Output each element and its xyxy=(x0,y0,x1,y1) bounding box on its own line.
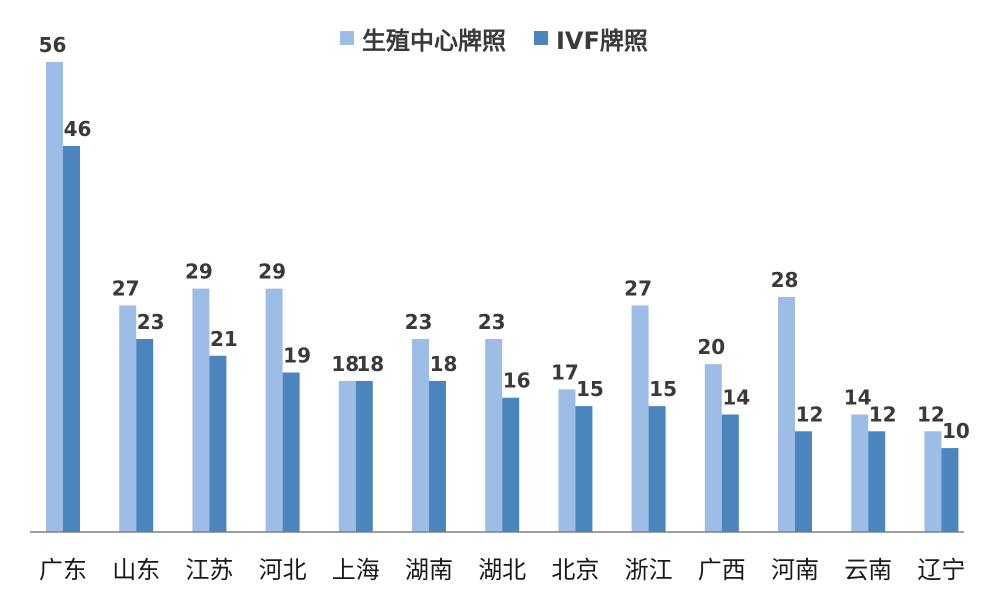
category-label-1: 广东 xyxy=(39,556,87,584)
bar-series-1-11 xyxy=(778,297,795,532)
data-label-series-2-11: 12 xyxy=(796,402,824,426)
category-label-8: 北京 xyxy=(551,556,599,584)
data-label-series-1-7: 23 xyxy=(478,310,506,334)
legend-item-series-1: 生殖中心牌照 xyxy=(340,21,506,56)
data-label-series-2-8: 15 xyxy=(576,377,604,401)
data-label-series-2-13: 10 xyxy=(942,419,970,443)
category-label-11: 河南 xyxy=(771,556,819,584)
bar-series-1-2 xyxy=(119,305,137,532)
bar-series-2-4 xyxy=(282,372,300,532)
category-label-7: 湖北 xyxy=(478,556,526,584)
bar-series-1-10 xyxy=(704,364,722,532)
data-label-series-2-10: 14 xyxy=(722,386,750,410)
legend-label-series-1: 生殖中心牌照 xyxy=(362,26,506,55)
data-label-series-2-3: 21 xyxy=(210,327,238,351)
data-label-series-2-5: 18 xyxy=(356,352,384,376)
data-label-series-1-12: 14 xyxy=(844,386,872,410)
data-label-series-1-1: 56 xyxy=(39,33,67,57)
data-label-series-2-9: 15 xyxy=(649,377,677,401)
data-label-series-1-9: 27 xyxy=(624,276,652,300)
bar-series-1-6 xyxy=(412,338,429,532)
labels-group: 5646广东2723山东2921江苏2919河北1818上海2318湖南2316… xyxy=(39,33,970,584)
bar-series-1-5 xyxy=(338,380,356,532)
bars-group xyxy=(46,62,959,532)
category-label-6: 湖南 xyxy=(405,556,453,584)
category-label-4: 河北 xyxy=(259,556,307,584)
bar-series-2-10 xyxy=(721,414,739,532)
data-label-series-1-2: 27 xyxy=(112,276,140,300)
legend-label-series-2: IVF牌照 xyxy=(556,26,648,55)
data-label-series-1-11: 28 xyxy=(771,268,799,292)
bar-series-1-1 xyxy=(46,62,63,532)
data-label-series-1-5: 18 xyxy=(331,352,359,376)
bar-series-1-13 xyxy=(924,431,942,532)
bar-series-2-1 xyxy=(63,145,80,532)
data-label-series-1-6: 23 xyxy=(405,310,433,334)
legend-swatch-series-1 xyxy=(340,31,354,45)
bar-series-2-5 xyxy=(355,380,373,532)
data-label-series-2-1: 46 xyxy=(64,117,92,141)
bar-series-2-2 xyxy=(136,338,154,532)
data-label-series-2-12: 12 xyxy=(869,402,897,426)
legend-swatch-series-2 xyxy=(534,31,548,45)
category-label-5: 上海 xyxy=(332,556,380,584)
bar-series-1-12 xyxy=(851,414,869,532)
bar-series-2-12 xyxy=(868,431,886,532)
category-label-2: 山东 xyxy=(112,556,160,584)
data-label-series-1-10: 20 xyxy=(697,335,725,359)
data-label-series-2-4: 19 xyxy=(283,344,311,368)
category-label-10: 广西 xyxy=(698,556,746,584)
category-label-3: 江苏 xyxy=(185,556,233,584)
bar-series-1-8 xyxy=(558,389,576,532)
legend: 生殖中心牌照 IVF牌照 xyxy=(340,20,648,56)
category-label-9: 浙江 xyxy=(625,556,673,584)
bar-series-1-7 xyxy=(485,338,503,532)
category-label-13: 辽宁 xyxy=(917,556,965,584)
data-label-series-2-6: 18 xyxy=(430,352,458,376)
bar-series-2-9 xyxy=(648,406,666,532)
data-label-series-1-4: 29 xyxy=(258,260,286,284)
data-label-series-2-2: 23 xyxy=(137,310,165,334)
category-label-12: 云南 xyxy=(844,556,892,584)
bar-series-2-6 xyxy=(429,380,446,532)
bar-series-2-8 xyxy=(575,406,593,532)
bar-series-2-11 xyxy=(795,431,812,532)
legend-item-series-2: IVF牌照 xyxy=(534,21,648,56)
bar-series-2-7 xyxy=(502,397,520,532)
data-label-series-1-13: 12 xyxy=(917,402,945,426)
bar-series-1-3 xyxy=(192,288,210,532)
bar-series-2-3 xyxy=(209,355,227,532)
data-label-series-2-7: 16 xyxy=(503,369,531,393)
bar-series-2-13 xyxy=(941,448,959,532)
bar-series-1-4 xyxy=(265,288,283,532)
data-label-series-1-3: 29 xyxy=(185,260,213,284)
data-label-series-1-8: 17 xyxy=(551,360,579,384)
bar-series-1-9 xyxy=(631,305,649,532)
